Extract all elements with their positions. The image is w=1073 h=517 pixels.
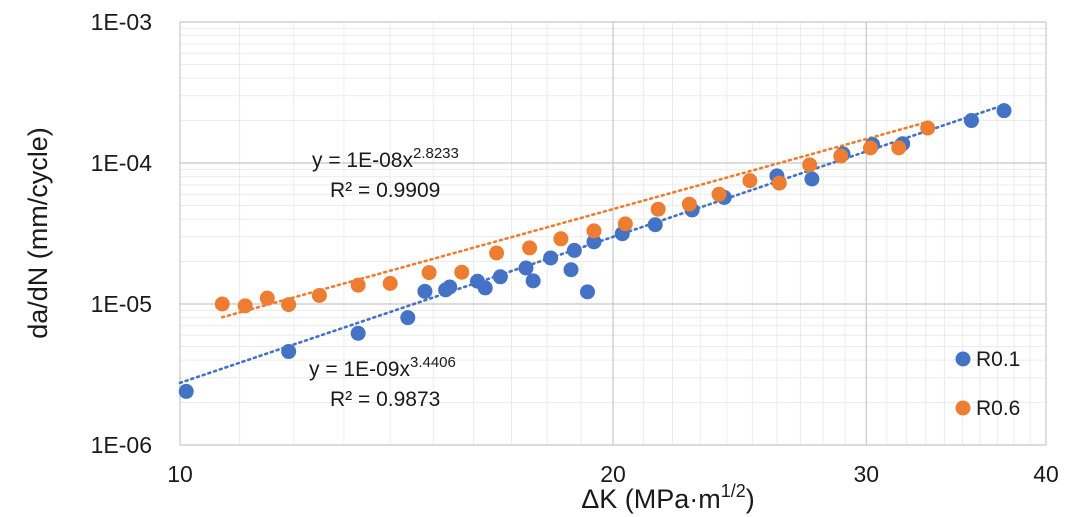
data-point-r01 — [417, 283, 433, 299]
data-point-r06 — [281, 297, 297, 313]
data-point-r06 — [586, 223, 602, 239]
data-point-r01 — [543, 250, 559, 266]
data-point-r01 — [442, 279, 458, 295]
legend-item-r01: R0.1 — [955, 348, 1020, 371]
data-point-r06 — [617, 216, 633, 232]
data-point-r06 — [382, 275, 398, 291]
legend-label-r06: R0.6 — [976, 397, 1020, 420]
data-point-r06 — [771, 175, 787, 191]
data-point-r01 — [477, 280, 493, 296]
trendline-label-r01: y = 1E-09x3.4406 R² = 0.9873 — [309, 354, 456, 411]
data-point-r01 — [178, 383, 194, 399]
data-point-r01 — [996, 103, 1012, 119]
data-point-r01 — [525, 273, 541, 289]
x-axis-title-end: ) — [746, 484, 755, 514]
equation-prefix-r01: y = 1E-09x — [309, 358, 410, 381]
data-point-r06 — [237, 298, 253, 314]
equation-exponent-r01: 3.4406 — [410, 354, 456, 371]
data-point-r06 — [920, 120, 936, 136]
data-point-r01 — [579, 284, 595, 300]
y-tick-label: 1E-06 — [91, 432, 152, 458]
data-point-r06 — [891, 140, 907, 156]
x-tick-label: 10 — [167, 461, 193, 487]
data-point-r01 — [566, 242, 582, 258]
legend-label-r01: R0.1 — [976, 348, 1020, 371]
trendline-r2-r01: R² = 0.9873 — [330, 388, 440, 411]
data-point-r01 — [492, 269, 508, 285]
trendline-equation-r06: y = 1E-08x2.8233 — [312, 145, 459, 172]
trendline-label-r06: y = 1E-08x2.8233 R² = 0.9909 — [312, 145, 459, 202]
legend-item-r06: R0.6 — [955, 397, 1020, 420]
x-tick-label: 40 — [1033, 461, 1059, 487]
trendline-r2-r06: R² = 0.9909 — [330, 179, 440, 202]
legend-marker-r06 — [955, 400, 971, 416]
data-point-r06 — [681, 196, 697, 212]
data-point-r06 — [711, 186, 727, 202]
x-axis-title-main: ΔK (MPa·m — [581, 484, 721, 514]
data-point-r06 — [489, 245, 505, 261]
data-point-r06 — [553, 231, 569, 247]
y-tick-label: 1E-04 — [91, 150, 153, 176]
data-point-r01 — [281, 344, 297, 360]
equation-exponent-r06: 2.8233 — [413, 145, 459, 162]
data-point-r06 — [862, 140, 878, 156]
legend-marker-r01 — [955, 351, 971, 367]
data-point-r06 — [802, 157, 818, 173]
data-point-r01 — [647, 217, 663, 233]
x-axis-title-sup: 1/2 — [721, 481, 746, 501]
y-axis-title: da/dN (mm/cycle) — [23, 127, 53, 339]
data-point-r01 — [963, 113, 979, 129]
data-point-r06 — [214, 296, 230, 312]
data-point-r01 — [400, 310, 416, 326]
data-point-r06 — [454, 264, 470, 280]
data-point-r01 — [563, 262, 579, 278]
y-tick-label: 1E-05 — [91, 291, 152, 317]
trendline-equation-r01: y = 1E-09x3.4406 — [309, 354, 456, 381]
x-axis-title: ΔK (MPa·m1/2) — [581, 481, 755, 514]
x-tick-label: 30 — [853, 461, 879, 487]
data-point-r01 — [586, 234, 602, 250]
data-points — [178, 103, 1012, 399]
data-point-r06 — [522, 240, 538, 256]
data-point-r01 — [350, 325, 366, 341]
legend: R0.1 R0.6 — [955, 348, 1020, 420]
data-point-r06 — [833, 148, 849, 164]
data-point-r06 — [421, 265, 437, 281]
equation-prefix-r06: y = 1E-08x — [312, 149, 413, 172]
data-point-r06 — [742, 173, 758, 189]
data-point-r01 — [518, 260, 534, 276]
y-tick-label: 1E-03 — [91, 9, 152, 35]
data-point-r06 — [311, 287, 327, 303]
x-tick-label: 20 — [600, 461, 626, 487]
data-point-r06 — [259, 290, 275, 306]
major-gridlines — [179, 21, 1047, 446]
trendline-r06 — [220, 120, 930, 319]
data-point-r01 — [804, 171, 820, 187]
data-point-r06 — [350, 277, 366, 293]
tick-labels: 1E-06 1E-05 1E-04 1E-03 10 20 30 40 — [91, 9, 1059, 487]
data-point-r06 — [650, 201, 666, 217]
